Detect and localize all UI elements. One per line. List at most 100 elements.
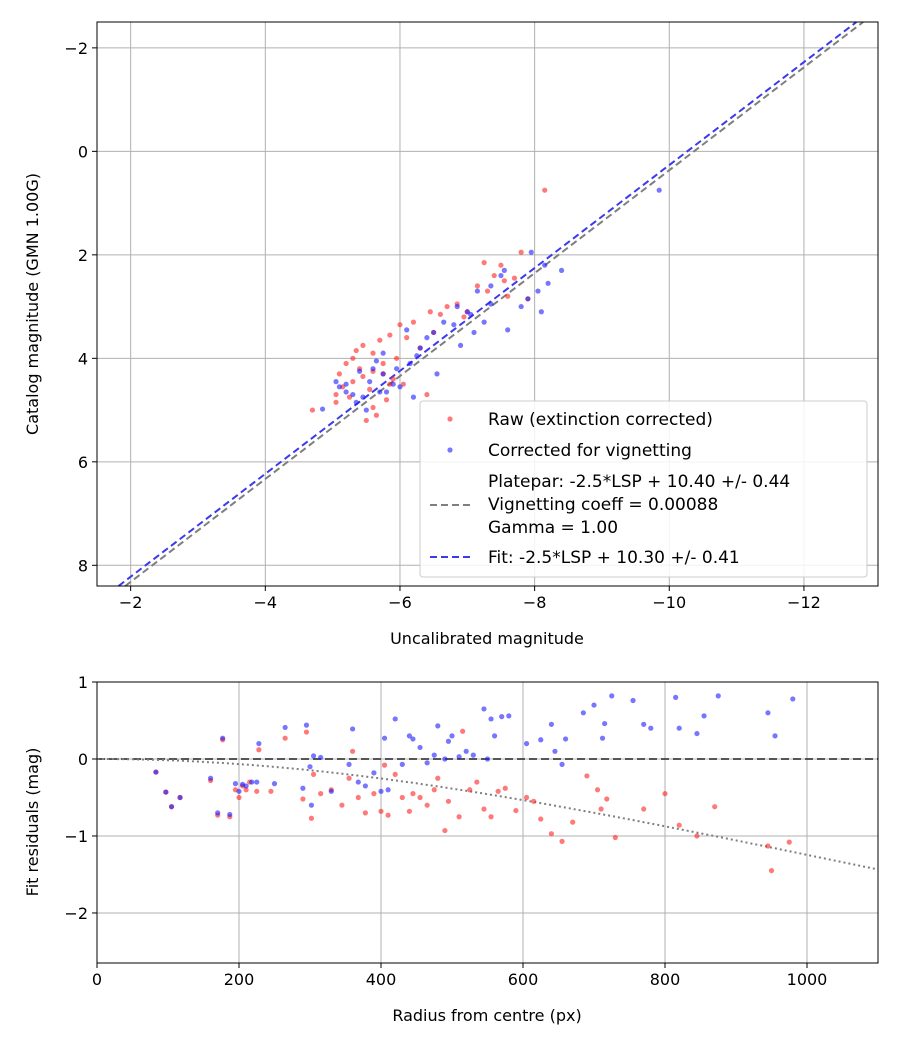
raw-residual-point [431, 787, 437, 793]
raw-point [343, 360, 349, 367]
raw-residual-point [786, 839, 792, 845]
corrected-point [319, 406, 326, 412]
corrected-point [370, 366, 376, 372]
corrected-point [410, 394, 417, 400]
corrected-residual-point [318, 754, 324, 761]
corrected-residual-point [177, 794, 183, 801]
raw-point [505, 293, 511, 299]
corrected-point [481, 319, 487, 325]
corrected-residual-point [523, 740, 530, 747]
raw-point [410, 319, 417, 325]
raw-point [518, 249, 524, 255]
residuals-grid [96, 681, 878, 963]
corrected-point [501, 267, 507, 273]
corrected-point [542, 262, 548, 268]
corrected-point [373, 358, 380, 364]
corrected-residual-point [163, 789, 169, 795]
raw-point [350, 379, 356, 385]
calibration-y-tick-label: 6 [78, 453, 88, 472]
vignetting-curve [97, 758, 879, 871]
corrected-residual-point [602, 720, 608, 727]
corrected-point [360, 394, 366, 400]
corrected-residual-point [431, 752, 437, 758]
raw-residual-point [445, 798, 452, 804]
raw-point [309, 407, 316, 413]
corrected-point [414, 353, 420, 359]
calibration-x-tick-label: −4 [254, 593, 278, 612]
raw-residual-point [410, 791, 416, 797]
raw-residual-point [350, 748, 356, 754]
raw-residual-point [362, 810, 368, 816]
raw-residual-point [559, 838, 565, 844]
raw-point [373, 412, 380, 418]
residuals-x-axis-label: Radius from centre (px) [392, 1006, 581, 1025]
calibration-y-tick-label: 0 [78, 142, 88, 161]
corrected-point [441, 319, 447, 325]
raw-point [498, 262, 504, 268]
corrected-residual-point [449, 733, 455, 739]
corrected-point [518, 303, 524, 310]
raw-residual-point [318, 791, 324, 797]
raw-residual-point [378, 808, 384, 814]
raw-point [360, 342, 366, 348]
raw-residual-point [768, 868, 775, 874]
raw-residual-point [339, 802, 345, 808]
corrected-point [488, 283, 494, 289]
corrected-residual-point [506, 713, 512, 719]
residuals-plot: 0 200 400 600 800 1000 1 0 −1 −2 Radius from cent… [23, 673, 879, 1025]
residuals-reference-lines [97, 757, 879, 871]
raw-point [511, 275, 518, 281]
corrected-residual-point [232, 781, 239, 787]
corrected-residual-point [470, 752, 476, 758]
raw-point [404, 335, 410, 341]
corrected-point [474, 288, 481, 294]
corrected-residual-point [310, 753, 317, 759]
corrected-residual-point [406, 733, 412, 739]
corrected-residual-point [445, 738, 452, 744]
residuals-corrected-points [153, 693, 796, 818]
raw-point [481, 260, 487, 266]
raw-point [501, 278, 507, 284]
raw-point [360, 373, 366, 380]
raw-residual-point [300, 796, 306, 802]
corrected-point [353, 399, 359, 405]
raw-point [491, 272, 497, 279]
raw-residual-point [456, 814, 462, 820]
corrected-residual-point [442, 756, 448, 762]
corrected-residual-point [538, 737, 544, 743]
raw-residual-point [308, 815, 315, 821]
corrected-point [424, 335, 430, 341]
raw-residual-point [474, 779, 480, 785]
raw-residual-point [406, 808, 412, 814]
legend-raw-marker [447, 416, 453, 422]
corrected-residual-point [790, 696, 796, 702]
raw-residual-point [488, 814, 494, 820]
corrected-residual-point [548, 721, 555, 727]
corrected-point [538, 309, 544, 315]
corrected-point [343, 381, 349, 387]
raw-point [363, 417, 369, 424]
corrected-point [383, 389, 390, 395]
corrected-residual-point [350, 726, 356, 732]
corrected-residual-point [282, 724, 288, 731]
raw-residual-point [256, 747, 262, 753]
corrected-point [545, 280, 551, 286]
raw-point [370, 404, 376, 411]
raw-residual-point [570, 819, 576, 825]
raw-point [427, 309, 433, 315]
corrected-residual-point [346, 761, 352, 767]
corrected-residual-point [701, 713, 707, 719]
corrected-residual-point [399, 761, 405, 767]
raw-residual-point [676, 822, 682, 828]
corrected-residual-point [355, 779, 361, 785]
calibration-x-tick-label: −2 [119, 593, 143, 612]
raw-point [353, 347, 359, 354]
corrected-point [363, 407, 369, 413]
raw-residual-point [495, 788, 501, 794]
corrected-point [434, 371, 440, 377]
corrected-point [505, 327, 511, 333]
legend-raw-label: Raw (extinction corrected) [488, 410, 713, 430]
raw-residual-point [467, 787, 473, 793]
raw-point [387, 332, 393, 338]
corrected-point [457, 342, 464, 348]
